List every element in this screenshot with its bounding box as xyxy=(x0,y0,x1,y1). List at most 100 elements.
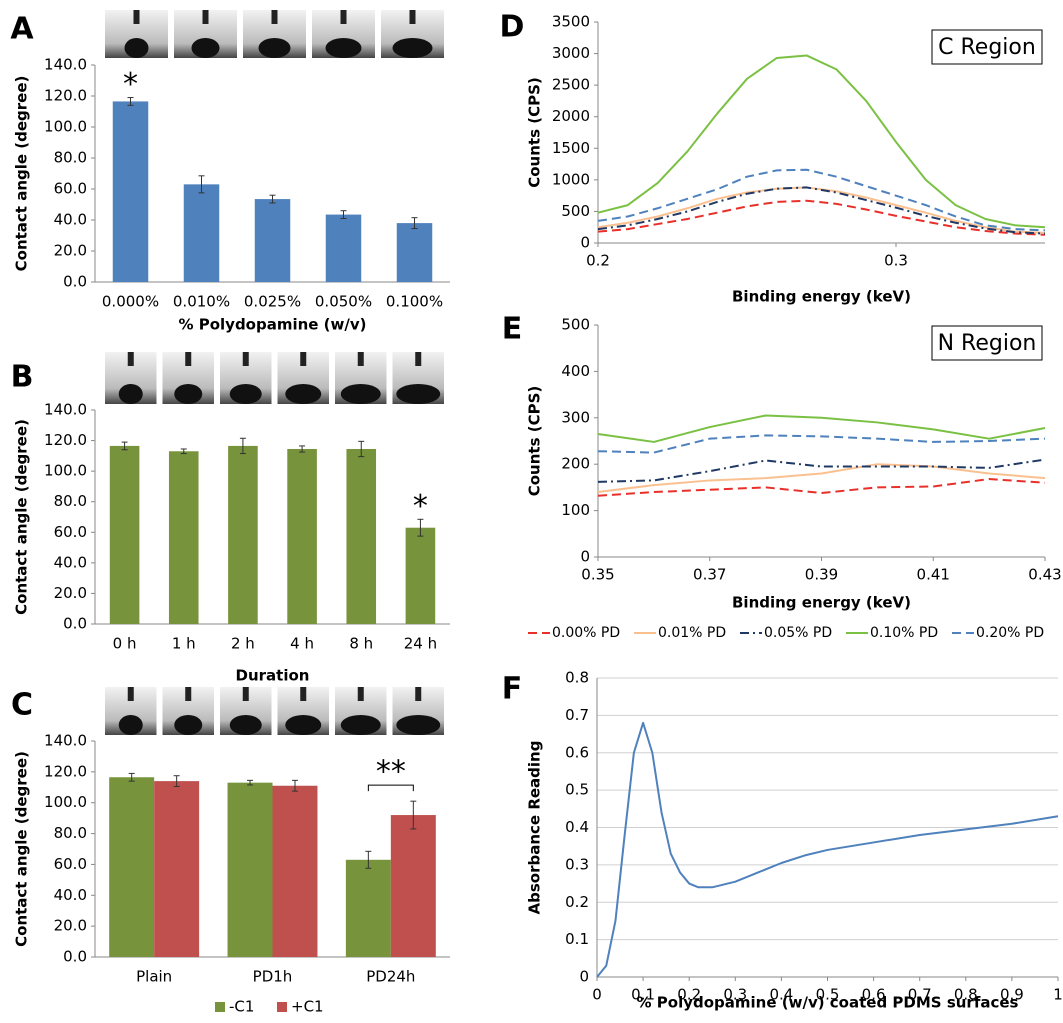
droplet xyxy=(325,38,362,58)
needle xyxy=(409,10,416,24)
droplet xyxy=(340,384,381,404)
y-tick-label: 400 xyxy=(561,362,590,380)
y-tick-label: 0.1 xyxy=(565,930,589,948)
error-bar xyxy=(128,772,135,782)
line-series xyxy=(597,186,1046,235)
needle xyxy=(271,10,278,24)
y-tick-label: 0.0 xyxy=(63,615,87,633)
y-tick-label: 300 xyxy=(561,408,590,426)
x-tick-label: PD24h xyxy=(366,968,415,986)
x-tick-label: 0.050% xyxy=(315,293,372,311)
droplet xyxy=(229,715,262,735)
y-axis-label: Contact angle (degree) xyxy=(13,419,31,615)
error-bar xyxy=(121,441,128,451)
y-tick-label: 120.0 xyxy=(44,431,87,449)
legend-swatch xyxy=(277,1002,287,1012)
droplet xyxy=(124,38,149,58)
x-axis-label: Binding energy (keV) xyxy=(732,288,911,306)
y-tick-label: 0.5 xyxy=(565,781,589,799)
x-tick-label: 0.5 xyxy=(816,986,840,1004)
bar xyxy=(405,527,436,624)
y-tick-label: 2500 xyxy=(552,76,590,94)
line-series xyxy=(597,458,1046,483)
y-axis-label: Contact angle (degree) xyxy=(13,751,31,947)
error-bar xyxy=(365,850,372,869)
y-tick-label: 140.0 xyxy=(44,56,87,74)
y-tick-label: 60.0 xyxy=(54,523,87,541)
bar xyxy=(168,451,199,624)
x-axis-label: % Polydopamine (w/v) coated PDMS surface… xyxy=(637,994,1019,1012)
bar xyxy=(346,448,377,624)
legend-label: 0.00% PD xyxy=(552,625,620,641)
error-bar xyxy=(340,210,347,219)
legend-label: -C1 xyxy=(229,998,254,1016)
line-series xyxy=(597,186,1046,234)
line-series xyxy=(596,721,1059,978)
y-tick-label: 80.0 xyxy=(54,824,87,842)
droplet xyxy=(258,38,291,58)
needle xyxy=(300,352,307,366)
needle xyxy=(357,352,364,366)
bar xyxy=(109,777,155,957)
droplet xyxy=(229,384,262,404)
y-tick-label: 20.0 xyxy=(54,584,87,602)
needle xyxy=(242,687,249,701)
x-tick-label: 0.2 xyxy=(586,252,610,270)
x-tick-label: 0.010% xyxy=(173,293,230,311)
annotation: ** xyxy=(376,755,406,790)
bar xyxy=(396,223,433,282)
needle xyxy=(127,352,134,366)
y-axis-label: Counts (CPS) xyxy=(526,386,544,497)
annotation: * xyxy=(413,489,428,524)
bar xyxy=(228,445,258,624)
y-tick-label: 3500 xyxy=(552,13,590,31)
region-title: N Region xyxy=(938,331,1037,356)
y-tick-label: 0.0 xyxy=(63,273,87,291)
region-box xyxy=(931,325,1043,361)
bar xyxy=(112,101,149,282)
bar xyxy=(325,214,362,282)
droplet xyxy=(285,715,322,735)
x-tick-label: 0.100% xyxy=(386,293,443,311)
legend-label: 0.05% PD xyxy=(764,625,832,641)
x-tick-label: 0.8 xyxy=(954,986,978,1004)
x-tick-label: 0.4 xyxy=(769,986,793,1004)
x-tick-label: 0.7 xyxy=(908,986,932,1004)
droplet xyxy=(340,715,381,735)
y-tick-label: 2000 xyxy=(552,107,590,125)
y-tick-label: 80.0 xyxy=(54,492,87,510)
y-tick-label: 100.0 xyxy=(44,793,87,811)
x-tick-label: 0.39 xyxy=(805,566,838,584)
needle xyxy=(340,10,347,24)
y-tick-label: 0.2 xyxy=(565,893,589,911)
droplet xyxy=(191,38,220,58)
droplet xyxy=(396,384,441,404)
x-tick-label: 0.1 xyxy=(631,986,655,1004)
line-series xyxy=(597,199,1046,236)
y-tick-label: 0 xyxy=(580,548,590,566)
error-bar xyxy=(269,194,276,204)
x-tick-label: 1 xyxy=(1053,986,1063,1004)
bar xyxy=(109,445,140,624)
needle xyxy=(202,10,209,24)
x-tick-label: 2 h xyxy=(231,635,255,653)
y-tick-label: 100 xyxy=(561,501,590,519)
y-tick-label: 40.0 xyxy=(54,553,87,571)
y-tick-label: 120.0 xyxy=(44,87,87,105)
x-tick-label: 0 h xyxy=(113,635,137,653)
x-tick-label: 0.9 xyxy=(1000,986,1024,1004)
region-box xyxy=(931,29,1043,65)
x-tick-label: 0.6 xyxy=(862,986,886,1004)
y-tick-label: 60.0 xyxy=(54,855,87,873)
y-tick-label: 100.0 xyxy=(44,462,87,480)
y-tick-label: 3000 xyxy=(552,44,590,62)
x-axis-label: Duration xyxy=(236,667,310,685)
error-bar xyxy=(247,779,254,786)
x-tick-label: 0.3 xyxy=(884,252,908,270)
x-tick-label: PD1h xyxy=(253,968,293,986)
y-tick-label: 0.4 xyxy=(565,818,589,836)
error-bar xyxy=(198,175,205,194)
droplet xyxy=(118,384,143,404)
x-tick-label: 0.43 xyxy=(1028,566,1061,584)
